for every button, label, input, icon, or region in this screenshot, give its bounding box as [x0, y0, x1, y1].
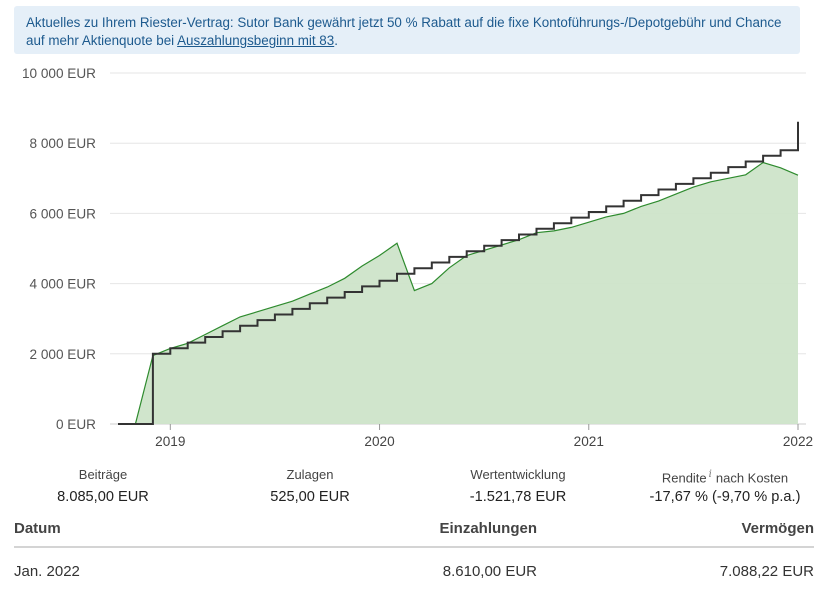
y-axis-labels: 0 EUR 2 000 EUR 4 000 EUR 6 000 EUR 8 000 EU… [22, 66, 96, 432]
stat-return: Rendite i nach Kosten -17,67 % (-9,70 % p.… [640, 466, 810, 508]
stat-label: Rendite i nach Kosten [640, 466, 810, 486]
stat-value: 8.085,00 EUR [57, 489, 149, 505]
stat-performance: Wertentwicklung -1.521,78 EUR [433, 466, 603, 508]
return-label-suffix: nach Kosten [715, 470, 789, 486]
stat-contributions: Beiträge 8.085,00 EUR [18, 466, 188, 508]
stat-value: -17,67 % (-9,70 % p.a.) [649, 489, 801, 505]
header-assets[interactable]: Vermögen [741, 520, 814, 537]
payout-age-link[interactable]: Auszahlungsbeginn mit 83 [177, 33, 335, 48]
stat-label: Wertentwicklung [470, 467, 566, 482]
history-table: Datum Einzahlungen Vermögen Jan. 2022 8.… [14, 514, 814, 590]
cell-payments: 8.610,00 EUR [442, 563, 537, 580]
x-tick-label: 2021 [574, 434, 604, 449]
y-tick-label: 4 000 EUR [30, 277, 97, 292]
return-label: Rendite [661, 470, 707, 486]
stat-value: -1.521,78 EUR [469, 489, 567, 505]
notice-text: Aktuelles zu Ihrem Riester-Vertrag: Suto… [26, 15, 782, 48]
portfolio-chart: 0 EUR 2 000 EUR 4 000 EUR 6 000 EUR 8 000 EU… [22, 66, 813, 449]
x-tick-label: 2020 [364, 434, 395, 449]
stat-label: Beiträge [78, 467, 128, 482]
stat-allowances: Zulagen 525,00 EUR [225, 466, 395, 508]
table-row: Jan. 2022 8.610,00 EUR 7.088,22 EUR [14, 548, 814, 590]
header-payments[interactable]: Einzahlungen [439, 520, 538, 537]
cell-date: Jan. 2022 [14, 563, 80, 580]
stat-value: 525,00 EUR [270, 489, 350, 505]
stats-row: Beiträge 8.085,00 EUR Zulagen 525,00 EUR… [0, 466, 828, 512]
value-area-fill [118, 162, 798, 424]
value-line [118, 161, 799, 425]
contributions-step-line [118, 121, 799, 425]
table-header: Datum Einzahlungen Vermögen [14, 514, 814, 548]
cell-assets: 7.088,22 EUR [719, 563, 814, 580]
x-tick-label: 2022 [783, 434, 813, 449]
y-tick-label: 8 000 EUR [30, 136, 97, 151]
notice-banner: Aktuelles zu Ihrem Riester-Vertrag: Suto… [14, 6, 800, 54]
y-tick-label: 2 000 EUR [30, 347, 97, 362]
y-tick-label: 0 EUR [56, 417, 96, 432]
y-tick-label: 6 000 EUR [30, 206, 97, 221]
info-icon[interactable]: i [708, 469, 712, 480]
header-date[interactable]: Datum [14, 520, 61, 537]
x-tick-label: 2019 [155, 434, 185, 449]
notice-suffix: . [334, 33, 338, 48]
x-axis-labels: 2019 2020 2021 2022 [155, 424, 813, 449]
stat-label: Zulagen [286, 467, 334, 482]
y-tick-label: 10 000 EUR [22, 66, 96, 81]
